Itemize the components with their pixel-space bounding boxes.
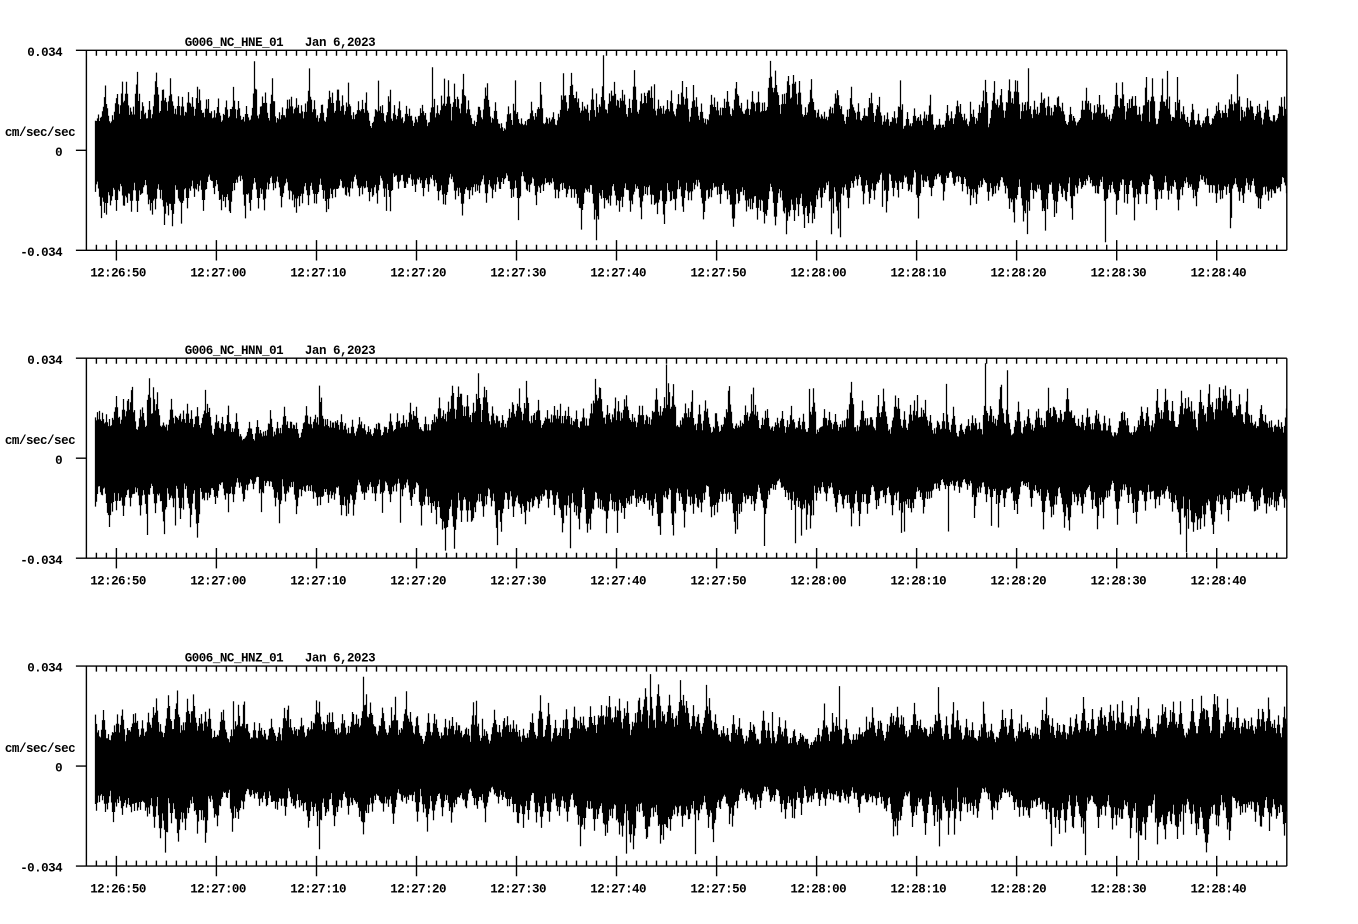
svg-text:G006_NC_HNN_01: G006_NC_HNN_01 xyxy=(185,344,284,358)
svg-text:G006_NC_HNZ_01: G006_NC_HNZ_01 xyxy=(185,652,284,666)
svg-text:Jan 6,2023: Jan 6,2023 xyxy=(305,652,376,666)
svg-text:Jan 6,2023: Jan 6,2023 xyxy=(305,36,376,50)
svg-text:Jan 6,2023: Jan 6,2023 xyxy=(305,344,376,358)
svg-text:G006_NC_HNE_01: G006_NC_HNE_01 xyxy=(185,36,284,50)
